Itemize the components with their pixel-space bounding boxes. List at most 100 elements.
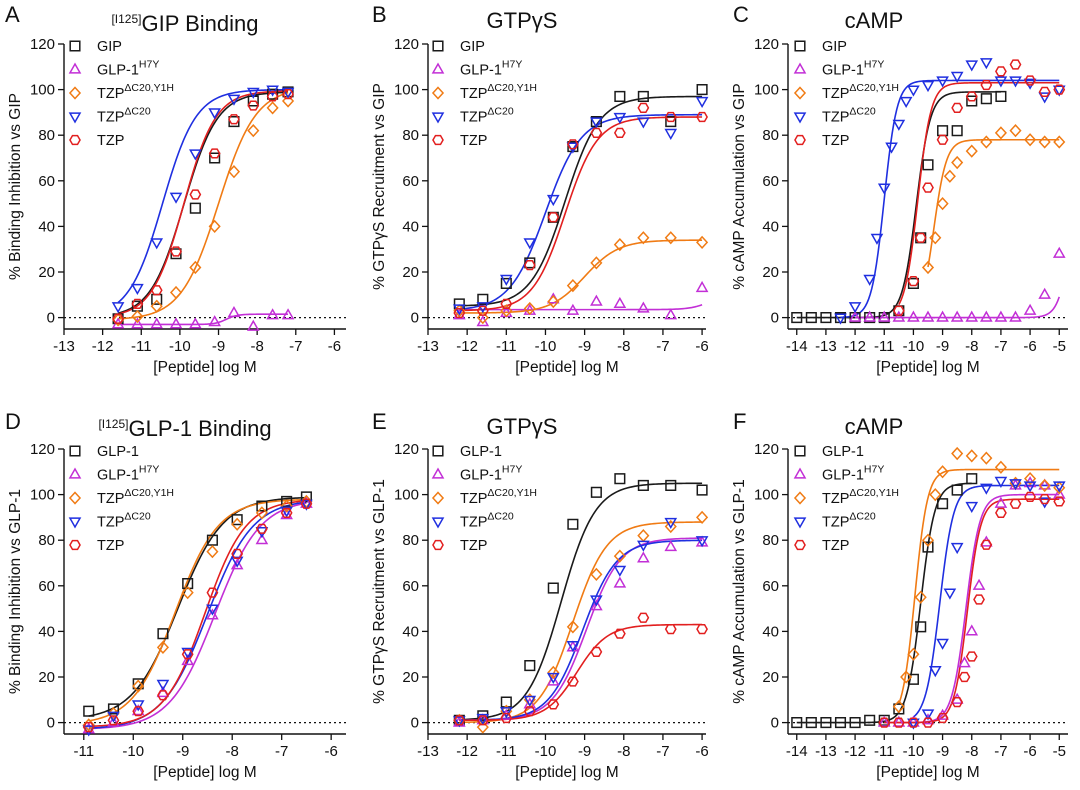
- data-point: [590, 127, 603, 139]
- data-point: [863, 274, 876, 286]
- data-point: [915, 621, 927, 633]
- data-point: [169, 285, 183, 300]
- panel-title-text: cAMP: [845, 414, 904, 439]
- data-point: [247, 124, 260, 138]
- data-point: [950, 310, 964, 322]
- x-tick-label: -12: [844, 743, 866, 760]
- data-point: [500, 304, 513, 318]
- legend-marker: [793, 112, 807, 124]
- legend-marker: [68, 491, 82, 505]
- x-axis-label: [Peptide] log M: [515, 359, 618, 376]
- data-point: [500, 712, 513, 724]
- data-point: [613, 549, 626, 563]
- panel-title: cAMP: [845, 414, 904, 439]
- panel-title: [I125]GIP Binding: [111, 11, 258, 36]
- y-tick-label: 0: [411, 715, 419, 732]
- fit-curve-glp-1h7y: [88, 502, 307, 730]
- data-point: [282, 89, 294, 100]
- data-point: [231, 548, 244, 559]
- y-tick-label: 100: [754, 82, 779, 99]
- data-point: [951, 446, 964, 461]
- legend-label: GLP-1H7Y: [822, 59, 884, 79]
- panel-title-text: GLP-1 Binding: [128, 416, 271, 441]
- data-point: [805, 717, 817, 729]
- fit-curve-gip: [796, 91, 1001, 319]
- y-tick-label: 80: [402, 127, 419, 144]
- data-point: [132, 679, 145, 693]
- y-tick-label: 100: [394, 487, 419, 504]
- y-tick-label: 100: [30, 487, 55, 504]
- data-point: [523, 301, 536, 316]
- data-point: [266, 91, 279, 102]
- data-point: [189, 317, 202, 329]
- legend-label: GIP: [97, 39, 122, 55]
- data-point: [965, 144, 978, 158]
- data-point: [150, 238, 164, 250]
- data-point: [936, 465, 949, 479]
- x-tick-label: -9: [578, 743, 591, 760]
- y-axis-label: % Binding Inhibition vs GLP-1: [7, 489, 24, 694]
- data-point: [231, 517, 244, 531]
- panel-letter: A: [5, 2, 20, 27]
- legend-marker: [69, 445, 81, 457]
- y-tick-label: 120: [30, 36, 55, 53]
- data-point: [994, 76, 1008, 88]
- data-point: [83, 705, 95, 717]
- x-tick-label: -6: [1023, 338, 1036, 355]
- data-point: [965, 310, 979, 322]
- data-point: [182, 577, 194, 590]
- data-point: [921, 260, 935, 275]
- panel-letter: E: [372, 409, 387, 434]
- data-point: [965, 449, 978, 463]
- legend-marker: [68, 517, 82, 529]
- data-point: [921, 80, 935, 93]
- data-point: [131, 283, 144, 295]
- x-tick-label: -12: [92, 338, 114, 355]
- data-point: [892, 119, 906, 131]
- data-point: [613, 127, 626, 139]
- x-tick-label: -7: [289, 338, 302, 355]
- data-point: [936, 638, 949, 650]
- data-point: [131, 317, 144, 329]
- data-point: [929, 487, 942, 502]
- data-point: [112, 313, 124, 324]
- data-point: [566, 303, 580, 315]
- legend-marker: [432, 445, 444, 457]
- data-point: [247, 100, 260, 111]
- fit-curve-glp-1h7y: [884, 493, 1060, 724]
- data-point: [696, 484, 708, 496]
- data-point: [863, 310, 876, 322]
- panel-letter: C: [733, 2, 749, 27]
- legend-marker: [794, 539, 806, 551]
- data-point: [112, 313, 125, 327]
- data-point: [566, 620, 579, 634]
- legend-marker: [69, 539, 81, 551]
- data-point: [892, 700, 905, 714]
- data-point: [131, 704, 145, 716]
- data-point: [665, 115, 677, 128]
- data-point: [255, 523, 268, 534]
- data-point: [169, 192, 183, 204]
- data-point: [230, 558, 244, 570]
- data-point: [1052, 246, 1066, 258]
- legend-label: TZPΔC20,Y1H: [97, 82, 174, 102]
- data-point: [590, 117, 603, 129]
- data-point: [280, 506, 293, 518]
- y-tick-label: 120: [754, 441, 779, 458]
- data-point: [849, 717, 861, 729]
- data-point: [1009, 479, 1022, 491]
- data-point: [255, 506, 268, 520]
- data-point: [973, 594, 985, 605]
- data-point: [181, 649, 194, 660]
- data-point: [877, 310, 891, 322]
- data-point: [791, 717, 803, 729]
- data-point: [791, 312, 803, 324]
- panel-title: GTPγS: [487, 414, 558, 439]
- fit-curve-tzp: [88, 499, 307, 728]
- fit-curve-tzp_dc20_y1h: [898, 468, 1060, 705]
- data-point: [943, 588, 957, 600]
- data-point: [208, 108, 221, 120]
- data-point: [664, 624, 677, 635]
- x-tick-label: -9: [212, 338, 225, 355]
- data-point: [870, 233, 884, 245]
